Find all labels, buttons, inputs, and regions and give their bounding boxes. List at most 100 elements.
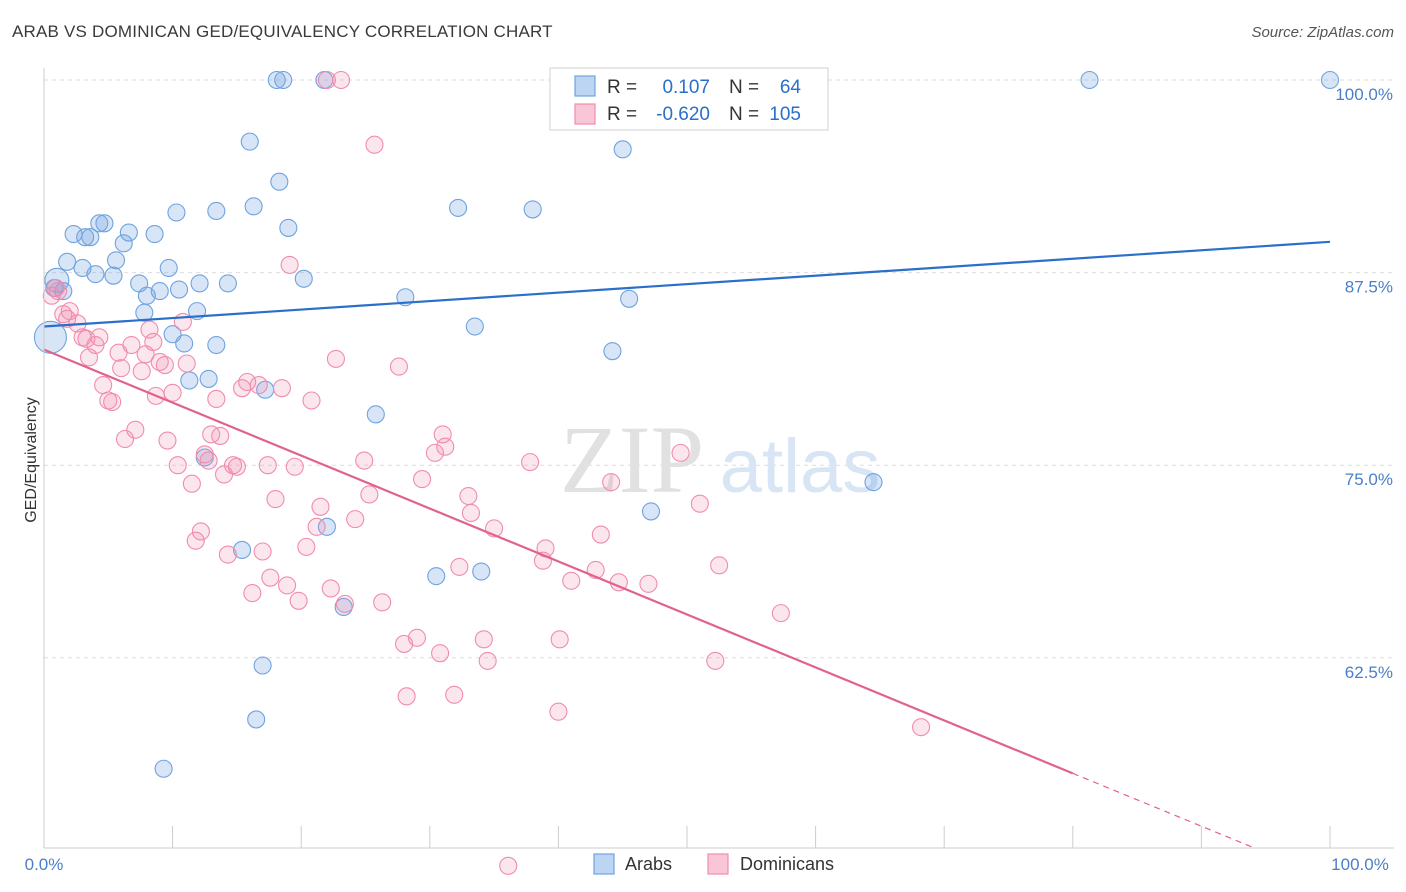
dominican-point-48 xyxy=(253,542,272,561)
arab-point-35 xyxy=(267,70,286,90)
dominican-point-31 xyxy=(177,354,196,373)
dominican-point-70 xyxy=(373,593,392,612)
arab-point-45 xyxy=(427,567,446,586)
dominican-point-61 xyxy=(317,70,336,90)
dominican-point-36 xyxy=(199,451,218,470)
arab-point-12 xyxy=(104,266,123,285)
x-tick-label-right: 100.0% xyxy=(1331,855,1389,874)
dominican-point-16 xyxy=(112,359,131,378)
arab-point-57 xyxy=(1320,70,1340,90)
dominican-point-79 xyxy=(436,437,455,456)
arab-point-33 xyxy=(244,197,263,216)
legend-n-label-1: N = xyxy=(729,77,759,98)
dominican-point-81 xyxy=(450,557,469,576)
arab-point-4 xyxy=(58,252,77,271)
y-tick-labels: 100.0% 87.5% 75.0% 62.5% xyxy=(1335,85,1393,682)
x-tick-label-left: 0.0% xyxy=(25,855,64,874)
y-tick-label-0: 100.0% xyxy=(1335,85,1393,104)
arab-point-15 xyxy=(119,223,138,242)
legend-n-value-1: 64 xyxy=(780,77,802,98)
arab-point-42 xyxy=(334,597,353,617)
y-tick-label-1: 87.5% xyxy=(1345,278,1393,297)
arab-point-36 xyxy=(270,172,289,191)
dominican-point-14 xyxy=(103,392,122,412)
dominican-point-19 xyxy=(126,420,145,439)
dominican-point-32 xyxy=(182,474,201,493)
dominican-point-96 xyxy=(602,473,621,492)
dominican-point-51 xyxy=(266,490,285,509)
dominican-point-76 xyxy=(425,443,444,462)
arab-point-50 xyxy=(603,342,622,361)
legend-r-label-1: R = xyxy=(607,77,637,98)
arab-point-58 xyxy=(154,759,173,778)
dominican-point-77 xyxy=(431,644,450,663)
stats-legend: R = 0.107 N = 64 R = -0.620 N = 105 xyxy=(549,67,829,131)
legend-r-value-2: -0.620 xyxy=(656,104,710,125)
dominican-point-67 xyxy=(355,451,374,470)
dominican-point-103 xyxy=(771,604,790,623)
arab-point-47 xyxy=(465,317,484,336)
dominican-point-37 xyxy=(202,425,221,444)
legend-n-label-2: N = xyxy=(729,104,759,125)
dominican-point-101 xyxy=(706,651,725,670)
series-legend-label-dominicans: Dominicans xyxy=(740,854,834,874)
dominican-point-60 xyxy=(311,497,330,516)
chart-title: ARAB VS DOMINICAN GED/EQUIVALENCY CORREL… xyxy=(12,22,553,41)
dominican-trend-line xyxy=(43,348,1074,775)
dominican-point-83 xyxy=(461,503,481,523)
arab-point-25 xyxy=(180,371,199,390)
dominican-point-74 xyxy=(407,628,426,647)
y-tick-label-3: 62.5% xyxy=(1345,663,1393,682)
dominican-point-2 xyxy=(49,282,68,301)
arab-point-60 xyxy=(232,540,252,559)
series-legend: Arabs Dominicans xyxy=(593,853,834,875)
dominican-point-88 xyxy=(521,453,540,472)
arab-point-23 xyxy=(169,280,189,299)
arab-point-7 xyxy=(76,228,95,247)
arab-point-10 xyxy=(90,214,109,233)
arab-point-22 xyxy=(167,203,186,222)
dominican-point-49 xyxy=(258,456,277,475)
arab-point-49 xyxy=(523,200,542,219)
dominican-point-55 xyxy=(285,457,304,476)
arab-point-27 xyxy=(190,274,209,293)
dominican-point-18 xyxy=(122,335,141,355)
arab-point-46 xyxy=(449,198,468,217)
dominican-point-92 xyxy=(549,702,568,721)
dominican-point-73 xyxy=(397,687,416,706)
arab-point-13 xyxy=(106,251,126,270)
dominican-point-23 xyxy=(144,332,163,351)
dominican-point-29 xyxy=(168,456,187,475)
arab-point-9 xyxy=(86,265,105,284)
dominican-point-104 xyxy=(912,718,931,737)
dominican-point-91 xyxy=(550,630,569,649)
dominican-point-98 xyxy=(639,574,658,593)
arab-point-31 xyxy=(218,274,237,293)
arab-point-8 xyxy=(81,228,100,247)
arab-point-63 xyxy=(163,325,182,344)
dominican-point-1 xyxy=(46,278,65,298)
arab-point-21 xyxy=(159,258,178,278)
series-legend-swatch-arabs xyxy=(593,853,615,875)
dominican-point-28 xyxy=(163,383,182,402)
dominican-trend-extension xyxy=(1072,772,1254,848)
dominican-point-66 xyxy=(346,510,365,529)
stats-legend-box xyxy=(549,67,829,131)
dominican-point-33 xyxy=(186,531,205,550)
dominican-point-34 xyxy=(191,522,210,541)
arab-point-32 xyxy=(240,132,259,151)
dominican-point-11 xyxy=(90,328,109,347)
dominican-point-39 xyxy=(211,426,230,445)
dominican-point-52 xyxy=(272,379,291,398)
arab-point-39 xyxy=(294,269,313,288)
dominican-point-69 xyxy=(365,135,384,154)
arab-point-37 xyxy=(274,70,293,90)
legend-n-value-2: 105 xyxy=(769,104,801,125)
dominican-point-56 xyxy=(289,591,308,610)
dominican-point-80 xyxy=(445,685,464,704)
dominican-point-71 xyxy=(389,357,408,376)
dominican-point-84 xyxy=(474,630,493,649)
dominican-point-46 xyxy=(243,584,262,603)
legend-r-label-2: R = xyxy=(607,104,637,125)
